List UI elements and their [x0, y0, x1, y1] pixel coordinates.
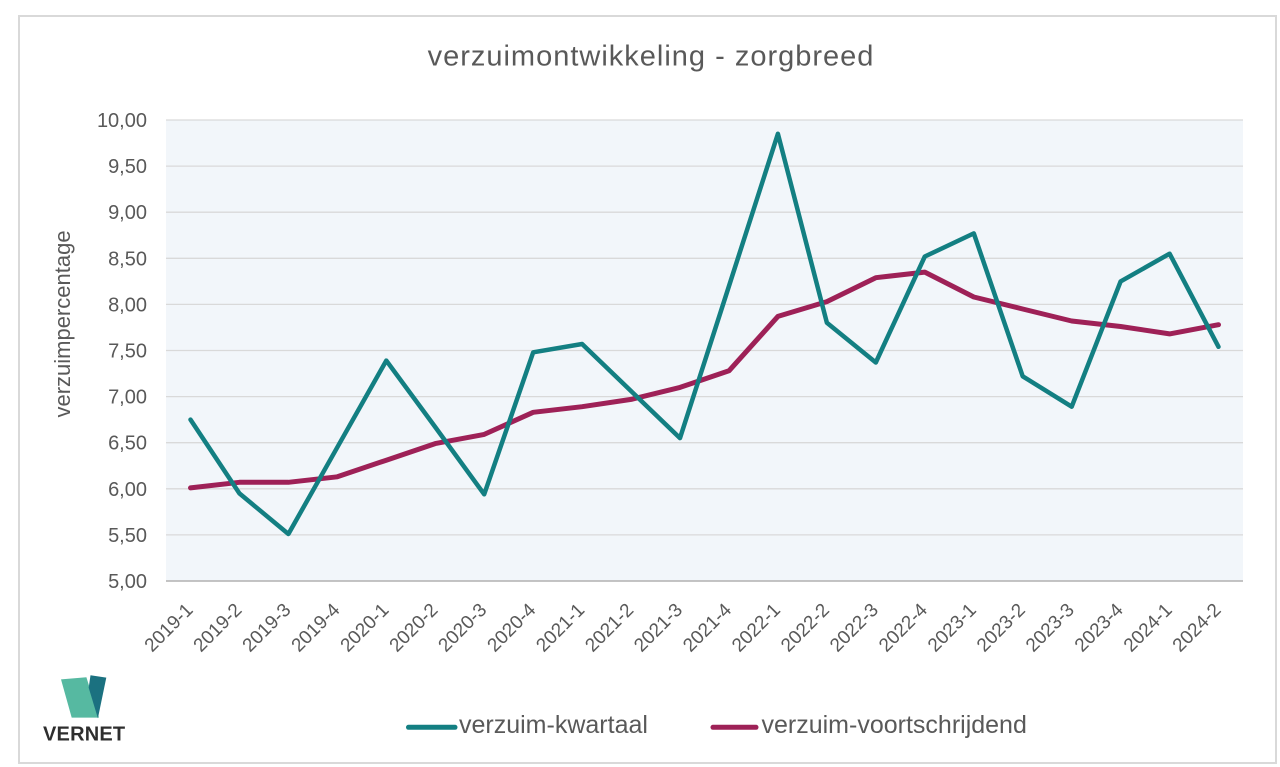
svg-text:9,50: 9,50 [108, 156, 147, 178]
svg-text:8,00: 8,00 [108, 294, 147, 316]
svg-text:verzuim-kwartaal: verzuim-kwartaal [459, 711, 648, 739]
svg-text:7,00: 7,00 [108, 387, 147, 409]
svg-text:2023-4: 2023-4 [1071, 599, 1128, 656]
svg-text:9,00: 9,00 [108, 202, 147, 224]
svg-text:2024-1: 2024-1 [1120, 600, 1177, 657]
svg-text:VERNET: VERNET [43, 724, 125, 746]
svg-text:2019-3: 2019-3 [239, 600, 296, 657]
svg-text:2021-1: 2021-1 [532, 600, 589, 657]
svg-text:2021-4: 2021-4 [679, 599, 736, 656]
svg-text:2021-3: 2021-3 [630, 600, 687, 657]
svg-text:5,00: 5,00 [108, 571, 147, 593]
svg-text:5,50: 5,50 [108, 525, 147, 547]
svg-text:10,00: 10,00 [97, 110, 147, 132]
svg-text:8,50: 8,50 [108, 248, 147, 270]
svg-text:2019-2: 2019-2 [190, 600, 247, 657]
svg-text:7,50: 7,50 [108, 341, 147, 363]
svg-text:2022-4: 2022-4 [875, 599, 932, 656]
svg-text:2020-2: 2020-2 [386, 600, 443, 657]
svg-text:verzuim-voortschrijdend: verzuim-voortschrijdend [762, 711, 1027, 739]
svg-text:2019-4: 2019-4 [288, 599, 345, 656]
svg-text:verzuimpercentage: verzuimpercentage [50, 230, 75, 417]
svg-text:2023-3: 2023-3 [1022, 600, 1079, 657]
svg-text:2023-1: 2023-1 [924, 600, 981, 657]
svg-text:6,00: 6,00 [108, 479, 147, 501]
svg-text:6,50: 6,50 [108, 433, 147, 455]
svg-text:2020-4: 2020-4 [484, 599, 541, 656]
svg-text:2019-1: 2019-1 [141, 600, 198, 657]
svg-text:2020-3: 2020-3 [435, 600, 492, 657]
svg-text:2022-3: 2022-3 [826, 600, 883, 657]
svg-text:2023-2: 2023-2 [973, 600, 1030, 657]
svg-text:2022-2: 2022-2 [777, 600, 834, 657]
svg-text:verzuimontwikkeling - zorgbree: verzuimontwikkeling - zorgbreed [428, 41, 875, 73]
svg-text:2022-1: 2022-1 [728, 600, 785, 657]
svg-text:2024-2: 2024-2 [1169, 600, 1226, 657]
svg-text:2020-1: 2020-1 [337, 600, 394, 657]
svg-text:2021-2: 2021-2 [581, 600, 638, 657]
